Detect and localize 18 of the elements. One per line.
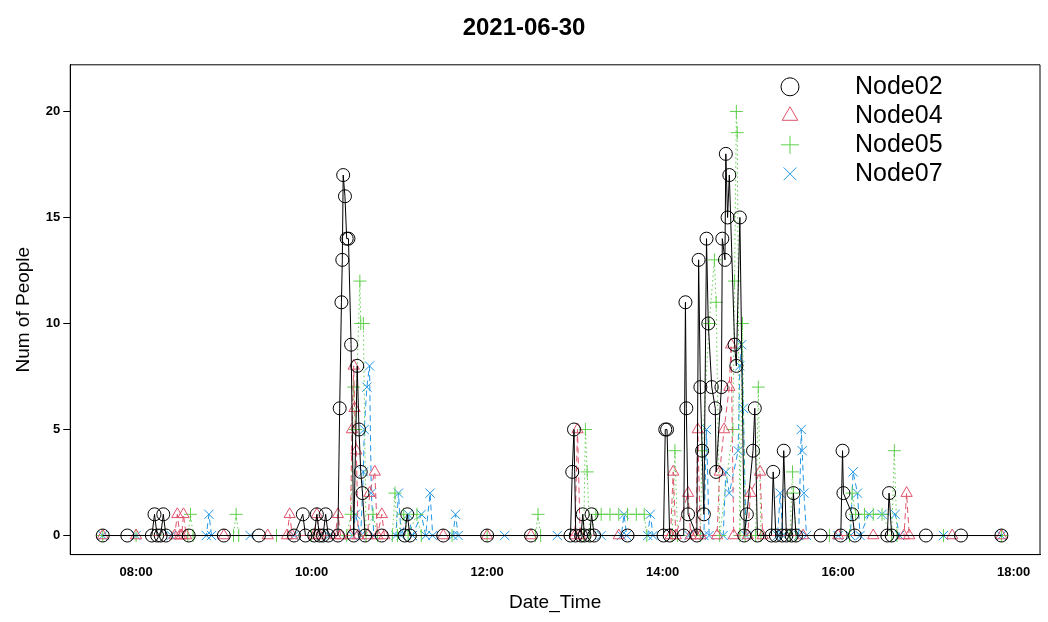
x-tick-label: 16:00: [821, 563, 855, 579]
legend-label: Node02: [855, 70, 943, 99]
y-tick-label: 5: [53, 421, 61, 437]
legend-label: Node07: [855, 157, 943, 186]
y-tick-label: 0: [53, 527, 61, 543]
y-tick-label: 20: [45, 103, 61, 119]
y-tick-label: 15: [45, 209, 61, 225]
x-tick-label: 12:00: [470, 563, 504, 579]
legend-label: Node04: [855, 99, 943, 128]
y-axis-title: Num of People: [11, 246, 33, 373]
x-tick-label: 10:00: [294, 563, 329, 579]
x-tick-label: 08:00: [119, 563, 153, 579]
x-tick-label: 18:00: [997, 563, 1031, 579]
legend-label: Node05: [855, 128, 943, 157]
x-tick-label: 14:00: [646, 563, 680, 579]
y-tick-label: 10: [45, 315, 61, 331]
chart-title: 2021-06-30: [462, 13, 586, 41]
x-axis-title: Date_Time: [509, 590, 602, 613]
